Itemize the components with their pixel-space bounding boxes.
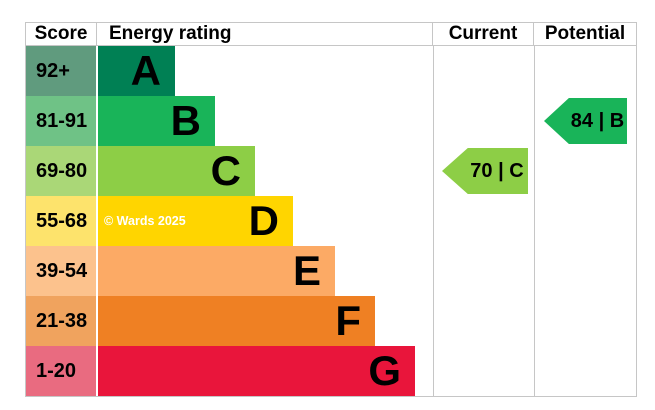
score-range-b: 81-91 [26, 96, 96, 146]
band-row-b: 81-91 B [26, 96, 636, 146]
band-letter-g: G [368, 347, 401, 394]
header-potential: Potential [533, 23, 636, 45]
band-bar-c: C [98, 146, 255, 196]
column-divider-potential [534, 46, 535, 396]
band-bar-f: F [98, 296, 375, 346]
band-letter-d: D [248, 197, 279, 244]
header-score: Score [26, 23, 97, 45]
band-letter-b: B [170, 97, 201, 144]
header-energy-rating: Energy rating [109, 23, 232, 44]
header-current: Current [432, 23, 533, 45]
band-bar-g: G [98, 346, 415, 396]
band-row-f: 21-38 F [26, 296, 636, 346]
score-range-e: 39-54 [26, 246, 96, 296]
band-row-e: 39-54 E [26, 246, 636, 296]
score-range-a: 92+ [26, 46, 96, 96]
potential-rating-label: 84 | B [570, 109, 625, 132]
chart-body: 92+ A 81-91 B 69-80 C 55-68 D 39-54 E 21… [26, 46, 636, 396]
band-row-c: 69-80 C [26, 146, 636, 196]
score-range-d: 55-68 [26, 196, 96, 246]
band-bar-e: E [98, 246, 335, 296]
band-bar-a: A [98, 46, 175, 96]
band-bar-b: B [98, 96, 215, 146]
watermark: © Wards 2025 [104, 214, 186, 228]
current-rating-label: 70 | C [470, 159, 524, 182]
band-letter-e: E [292, 247, 321, 294]
score-range-g: 1-20 [26, 346, 96, 396]
band-letter-c: C [210, 147, 241, 194]
score-range-f: 21-38 [26, 296, 96, 346]
band-letter-f: F [335, 297, 361, 344]
band-row-g: 1-20 G [26, 346, 636, 396]
band-row-d: 55-68 D [26, 196, 636, 246]
band-bar-d: D [98, 196, 293, 246]
chart-header-row: Score Energy rating Current Potential [26, 23, 636, 46]
epc-rating-chart: Score Energy rating Current Potential 92… [25, 22, 637, 397]
score-range-c: 69-80 [26, 146, 96, 196]
band-letter-a: A [130, 47, 161, 94]
column-divider-current [433, 46, 434, 396]
band-row-a: 92+ A [26, 46, 636, 96]
